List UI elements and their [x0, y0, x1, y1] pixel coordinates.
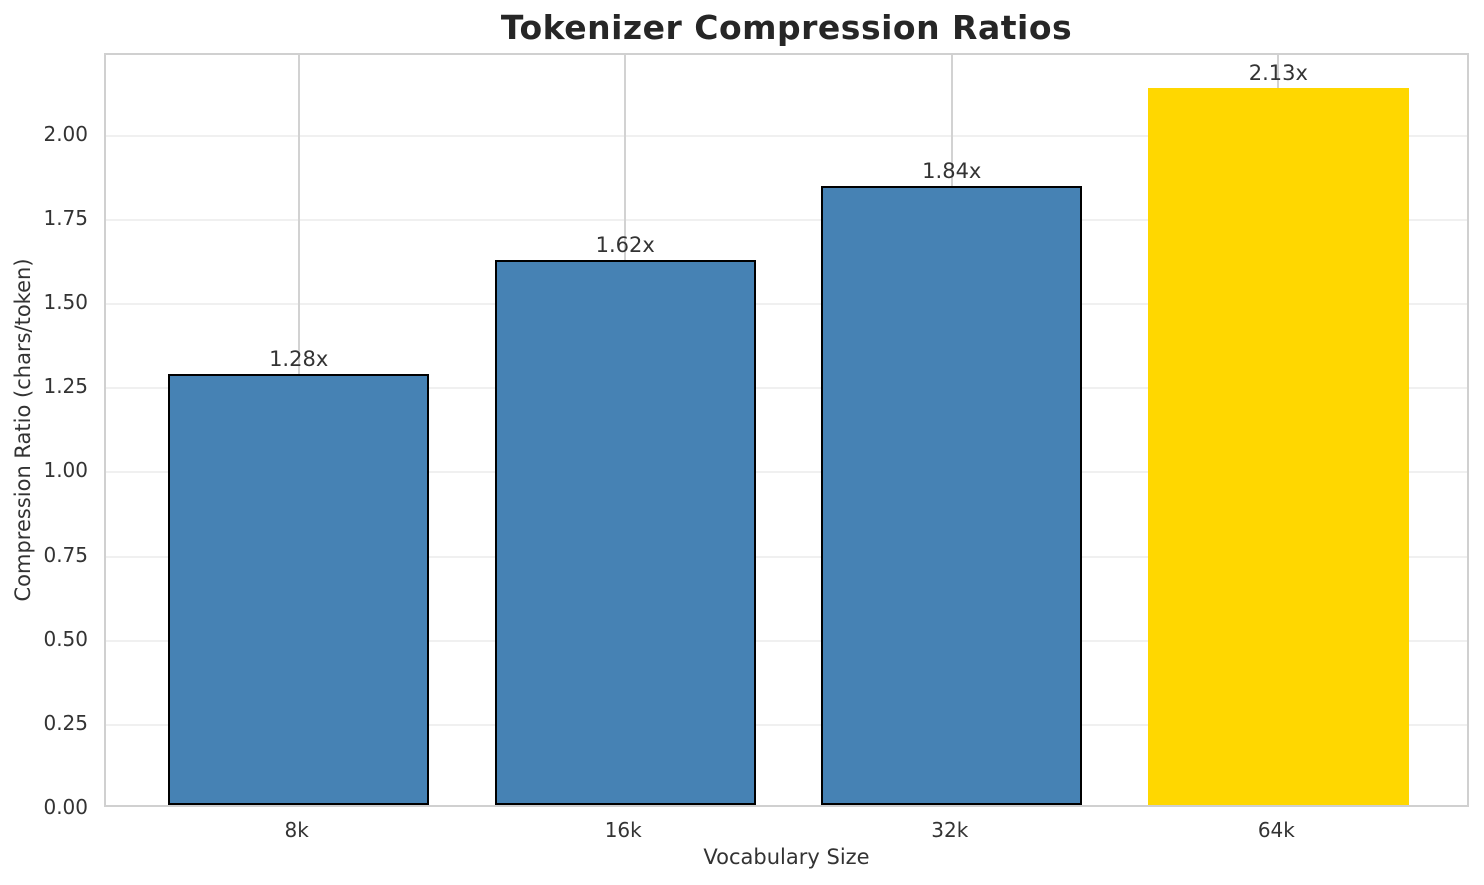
chart-title: Tokenizer Compression Ratios [500, 8, 1073, 47]
y-gridline [106, 639, 1467, 642]
bar-16k [494, 259, 756, 805]
x-tick-label-64k: 64k [1257, 818, 1295, 842]
y-gridline [106, 555, 1467, 558]
y-gridline [106, 134, 1467, 137]
y-tick-label: 2.00 [43, 121, 88, 146]
bar-32k [821, 185, 1083, 805]
bar-64k [1147, 88, 1409, 805]
y-tick-label: 1.75 [43, 205, 88, 230]
y-tick-label: 0.00 [43, 795, 88, 819]
bar-value-label-32k: 1.84x [922, 158, 982, 183]
y-tick-label: 1.00 [43, 458, 88, 483]
y-tick-label: 0.50 [43, 626, 88, 651]
x-tick-label-8k: 8k [284, 818, 309, 842]
y-gridline [106, 387, 1467, 390]
x-tick-label-32k: 32k [931, 818, 969, 842]
y-gridline [106, 471, 1467, 474]
y-gridline [106, 303, 1467, 306]
y-tick-label: 0.75 [43, 542, 88, 567]
y-gridline [106, 218, 1467, 221]
bar-value-label-16k: 1.62x [595, 232, 655, 257]
y-gridline [106, 723, 1467, 726]
x-tick-label-16k: 16k [604, 818, 642, 842]
x-axis-label: Vocabulary Size [703, 845, 870, 869]
bar-value-label-8k: 1.28x [269, 347, 329, 372]
plot-area: 1.28x 1.62x 1.84x 2.13x [104, 53, 1469, 807]
bar-value-label-64k: 2.13x [1248, 61, 1308, 86]
y-tick-label: 0.25 [43, 710, 88, 735]
y-tick-label: 1.25 [43, 374, 88, 399]
bar-8k [168, 374, 430, 805]
y-tick-label: 1.50 [43, 290, 88, 315]
